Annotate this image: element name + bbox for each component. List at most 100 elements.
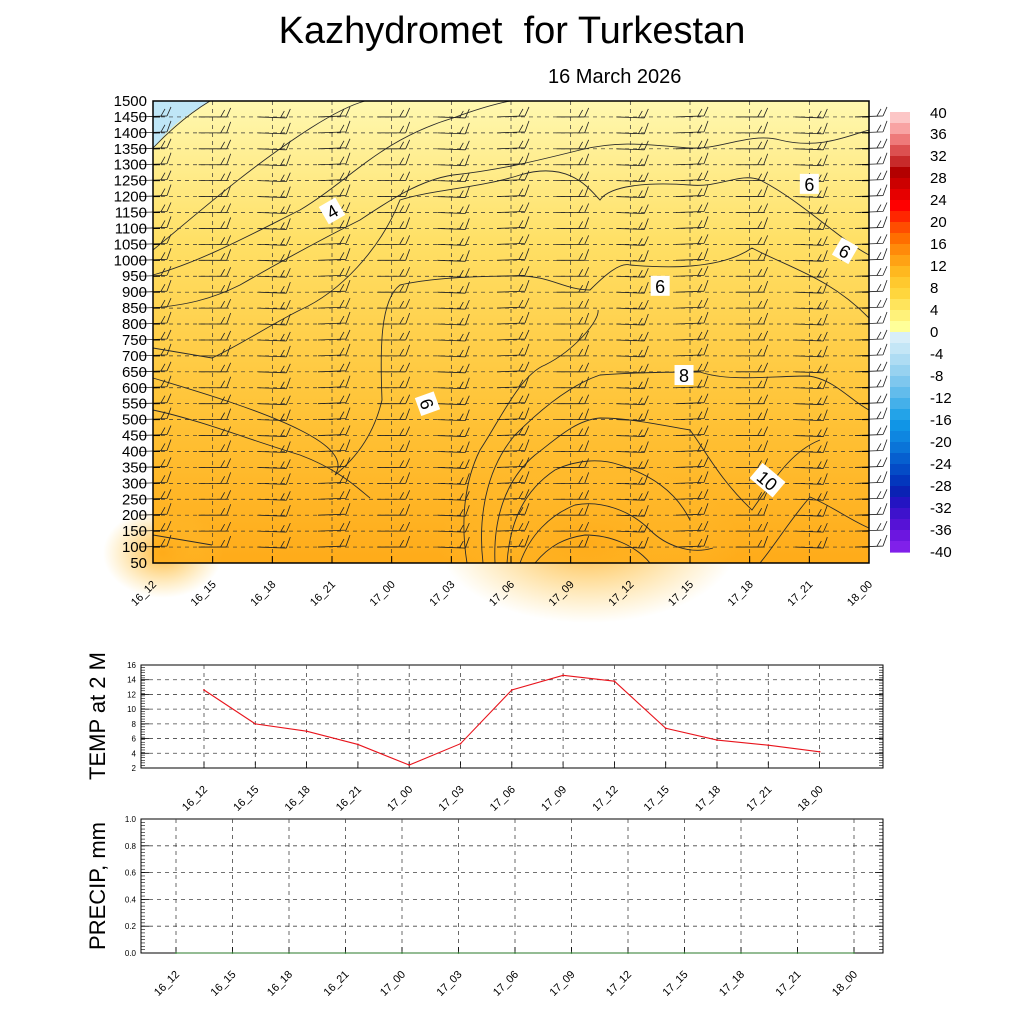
wind-barb	[616, 186, 649, 198]
wind-barb	[317, 138, 351, 150]
colorbar-label: 24	[930, 192, 947, 209]
wind-barb	[317, 184, 351, 197]
wind-barb	[258, 491, 291, 501]
wind-barb	[735, 535, 769, 548]
colorbar-swatch	[890, 134, 910, 146]
wind-barb	[377, 376, 411, 389]
wind-barb	[675, 329, 709, 341]
wind-barb	[675, 234, 709, 245]
precip-panel: 0.0 0.2 0.4 0.6 0.8 1.0 16_12 16_15 16_18 16_21 17…	[85, 815, 884, 999]
wind-barb	[437, 172, 470, 183]
wind-barb	[735, 281, 769, 293]
colorbar-label: 0	[930, 324, 938, 341]
wind-barb	[735, 249, 769, 261]
temp-2m-x-tick-label: 16_15	[231, 784, 261, 814]
wind-barb	[377, 203, 411, 213]
wind-barb	[616, 140, 649, 151]
wind-barb	[317, 393, 351, 405]
wind-barb	[198, 521, 232, 532]
wind-barb	[198, 330, 232, 341]
wind-barb	[377, 107, 411, 118]
contour-label-bg	[831, 237, 859, 265]
wind-barb	[675, 489, 709, 500]
colorbar-swatch	[890, 475, 910, 487]
wind-barb	[616, 473, 649, 485]
wind-barb	[437, 218, 470, 230]
level-tick-label: 650	[122, 364, 147, 381]
colorbar-swatch	[890, 530, 910, 542]
contour-label: 6	[831, 237, 859, 265]
colorbar-swatch	[890, 277, 910, 289]
wind-barb	[317, 311, 351, 325]
wind-barb	[198, 472, 232, 484]
wind-barb	[437, 204, 470, 214]
wind-barb	[496, 106, 530, 118]
temp-2m-x-tick-label: 17_21	[744, 784, 774, 814]
precip-point	[401, 952, 403, 954]
temp-2m-x-tick-label: 16_21	[334, 784, 364, 814]
wind-barb	[735, 107, 769, 118]
temp-2m-x-tick-label: 18_00	[796, 784, 826, 814]
wind-barb	[198, 312, 232, 325]
isotherm-line	[152, 100, 511, 276]
wind-barb	[377, 139, 411, 150]
colorbar-swatch	[890, 508, 910, 520]
precip-x-tick-label: 17_12	[604, 969, 634, 999]
colorbar-swatch	[890, 233, 910, 245]
wind-barb	[258, 522, 291, 533]
wind-barb	[556, 521, 590, 532]
wind-barb	[437, 491, 470, 501]
contour-label-text: 6	[804, 175, 814, 195]
temp-2m-y-tick-label: 16	[127, 661, 136, 670]
temp-2m-point	[767, 744, 770, 747]
colorbar-label: 12	[930, 258, 947, 275]
wind-barb	[616, 268, 649, 278]
colorbar-label: -4	[930, 346, 943, 363]
wind-barb	[258, 363, 291, 374]
precip-x-tick-label: 16_18	[265, 969, 295, 999]
temp-2m-x-tick-label: 17_15	[642, 784, 672, 814]
level-tick-label: 1200	[114, 189, 147, 206]
wind-barb	[198, 344, 232, 357]
colorbar-swatch	[890, 541, 910, 553]
colorbar-label: -40	[930, 544, 952, 561]
wind-barb	[317, 234, 351, 245]
precip-y-title: PRECIP, mm	[85, 822, 110, 950]
wind-barb	[616, 441, 649, 453]
wind-barb	[317, 329, 351, 341]
wind-barb	[377, 504, 411, 516]
wind-barb	[675, 311, 709, 325]
temp-2m-point	[664, 727, 667, 730]
level-tick-label: 350	[122, 459, 147, 476]
wind-barb	[616, 299, 649, 310]
contour-label-bg	[674, 365, 694, 386]
wind-barb	[675, 439, 709, 452]
wind-barb	[556, 249, 590, 261]
precip-point	[740, 952, 742, 954]
wind-barb	[556, 298, 590, 309]
time-tick-label: 16_18	[248, 579, 278, 609]
colorbar-label: 16	[930, 236, 947, 253]
precip-point	[231, 952, 234, 954]
wind-barb	[795, 536, 828, 549]
wind-barb	[616, 282, 649, 294]
temp-2m-x-tick-label: 16_12	[180, 784, 210, 814]
wind-barb	[198, 171, 232, 182]
wind-barb	[377, 153, 411, 166]
temp-2m-minor-ticks	[141, 664, 883, 769]
temp-2m-panel: 2 4 6 8 10 12 14 16 16_12 16_15 16_18 16_21 17_00 17_…	[85, 652, 884, 814]
wind-barb	[437, 459, 470, 469]
wind-barb	[377, 249, 411, 261]
colorbar-swatch	[890, 354, 910, 366]
wind-barb	[377, 312, 411, 325]
wind-barb	[735, 139, 769, 150]
precip-x-tick-label: 16_12	[152, 969, 182, 999]
wind-barb	[317, 439, 351, 452]
precip-point	[175, 952, 177, 954]
isotherm-line	[152, 247, 870, 476]
wind-barb	[675, 152, 709, 166]
precip-point	[853, 952, 855, 954]
wind-barb	[556, 490, 590, 500]
wind-barb	[616, 313, 649, 326]
wind-barb	[795, 204, 828, 214]
